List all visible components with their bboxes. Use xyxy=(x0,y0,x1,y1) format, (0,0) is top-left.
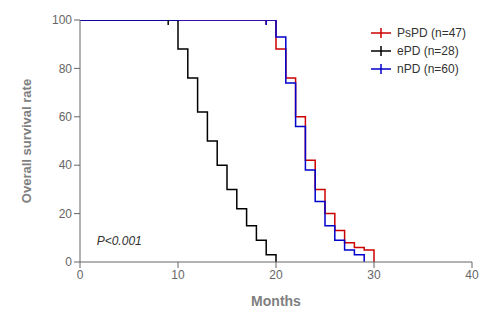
html-text:nPD (n=60): nPD (n=60) xyxy=(397,62,459,76)
svg-text:20: 20 xyxy=(59,207,73,221)
svg-text:10: 10 xyxy=(171,268,185,282)
svg-text:60: 60 xyxy=(59,110,73,124)
svg-text:80: 80 xyxy=(59,62,73,76)
html-text:ePD (n=28): ePD (n=28) xyxy=(397,44,459,58)
svg-text:40: 40 xyxy=(465,268,479,282)
svg-text:P<0.001: P<0.001 xyxy=(97,234,142,248)
svg-text:20: 20 xyxy=(269,268,283,282)
svg-text:0: 0 xyxy=(65,255,72,269)
svg-text:100: 100 xyxy=(52,13,72,27)
svg-text:Months: Months xyxy=(251,293,301,309)
svg-text:Overall survival rate: Overall survival rate xyxy=(19,79,34,203)
svg-text:0: 0 xyxy=(77,268,84,282)
svg-text:40: 40 xyxy=(59,158,73,172)
svg-text:30: 30 xyxy=(367,268,381,282)
html-text:PsPD (n=47): PsPD (n=47) xyxy=(397,26,466,40)
